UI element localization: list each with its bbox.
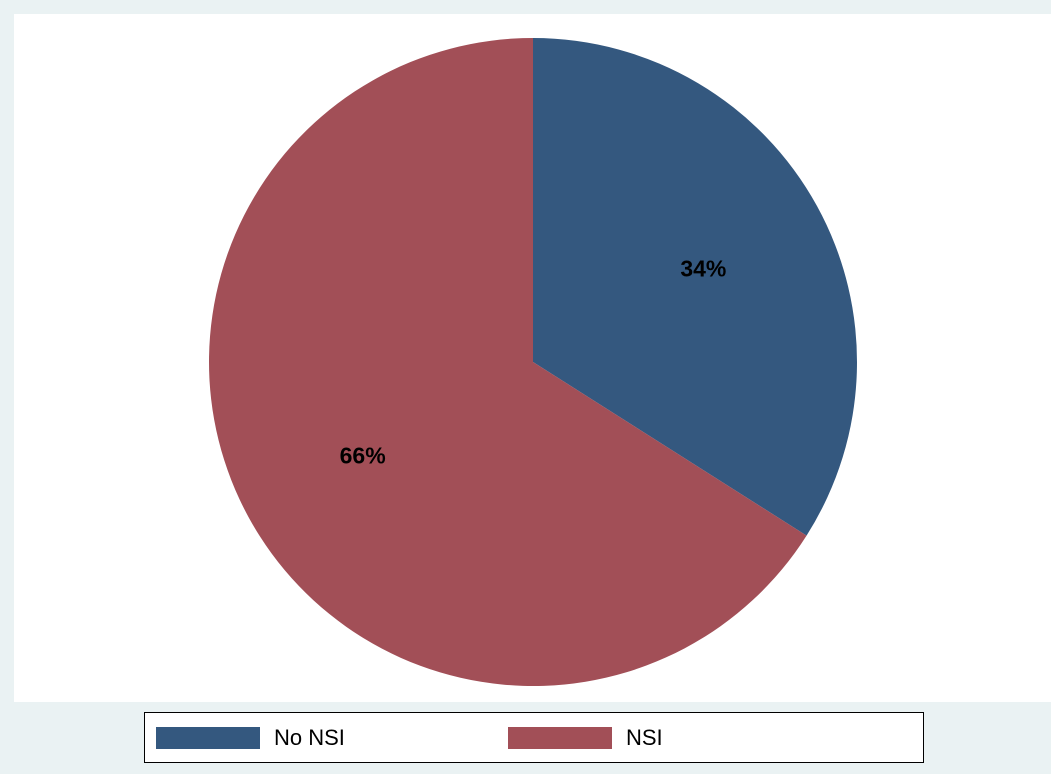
pie-slice-no-nsi bbox=[533, 38, 857, 536]
legend-swatch-no-nsi bbox=[156, 727, 260, 749]
slice-label-nsi: 66% bbox=[340, 443, 386, 469]
legend-item-no-nsi: No NSI bbox=[156, 725, 345, 751]
legend-item-nsi: NSI bbox=[508, 725, 663, 751]
legend: No NSI NSI bbox=[144, 712, 924, 763]
legend-label-nsi: NSI bbox=[626, 725, 663, 750]
slice-label-no-nsi: 34% bbox=[680, 255, 726, 281]
pie-slice-nsi bbox=[209, 38, 807, 686]
legend-swatch-nsi bbox=[508, 727, 612, 749]
legend-label-no-nsi: No NSI bbox=[274, 725, 345, 750]
